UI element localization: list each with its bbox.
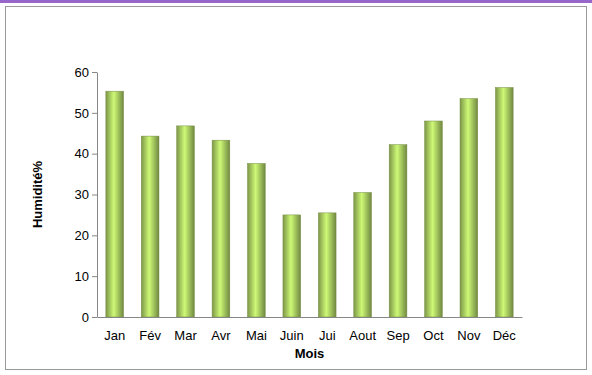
x-tick: Oct (423, 317, 444, 343)
y-tick-label: 60 (75, 65, 89, 80)
bar (425, 121, 443, 317)
bars (106, 88, 513, 317)
y-tick: 30 (75, 187, 97, 202)
x-axis: Jan Fév Mar Avr Mai Juin Jui Aout Sep Oct Nov Déc (98, 317, 523, 343)
y-tick-mark (92, 72, 97, 73)
y-tick-mark (92, 195, 97, 196)
x-tick: Mai (246, 317, 267, 343)
x-tick: Nov (457, 317, 481, 343)
y-tick: 10 (75, 269, 97, 284)
chart-frame (6, 7, 587, 370)
x-tick-label: Déc (493, 328, 517, 343)
bar (495, 88, 513, 317)
x-tick: Jui (319, 317, 336, 343)
x-tick: Avr (211, 317, 231, 343)
bar (212, 140, 230, 317)
x-tick-label: Juin (280, 328, 304, 343)
bar (106, 91, 124, 317)
x-tick: Juin (280, 317, 304, 343)
y-tick: 40 (75, 146, 97, 161)
x-tick: Déc (493, 317, 517, 343)
chart: 0 10 20 30 40 50 60 Jan Fév Mar Avr Mai Juin Jui Aout S… (0, 0, 592, 375)
y-axis-line (97, 73, 98, 318)
x-tick-label: Sep (386, 328, 409, 343)
bar (354, 192, 372, 317)
x-tick: Fév (139, 317, 161, 343)
x-tick-label: Aout (349, 328, 376, 343)
y-tick-label: 0 (82, 310, 89, 325)
y-tick-label: 40 (75, 146, 89, 161)
bar (248, 163, 266, 317)
x-tick-label: Jui (319, 328, 336, 343)
y-tick-label: 50 (75, 105, 89, 120)
y-tick-label: 30 (75, 187, 89, 202)
bar (141, 136, 159, 317)
y-tick-mark (92, 154, 97, 155)
x-tick-label: Fév (139, 328, 161, 343)
bar (460, 99, 478, 317)
x-tick-label: Nov (457, 328, 481, 343)
y-tick: 60 (75, 65, 97, 80)
y-axis-title: Humidité% (30, 160, 45, 228)
x-tick: Jan (104, 317, 125, 343)
x-tick-label: Mar (174, 328, 197, 343)
x-tick: Sep (386, 317, 409, 343)
x-tick-label: Avr (211, 328, 231, 343)
x-tick: Mar (174, 317, 197, 343)
bar (318, 213, 336, 317)
y-axis: 0 10 20 30 40 50 60 (75, 65, 98, 325)
x-tick-label: Mai (246, 328, 267, 343)
bar (389, 145, 407, 317)
y-tick-label: 10 (75, 269, 89, 284)
y-tick-mark (92, 113, 97, 114)
y-tick-mark (92, 276, 97, 277)
x-tick-label: Jan (104, 328, 125, 343)
y-tick-mark (92, 235, 97, 236)
y-tick: 20 (75, 228, 97, 243)
x-axis-title: Mois (295, 346, 325, 361)
bar (177, 126, 195, 317)
y-tick: 50 (75, 105, 97, 120)
x-axis-line (98, 317, 523, 318)
y-tick: 0 (82, 310, 97, 325)
bar (283, 215, 301, 317)
x-tick: Aout (349, 317, 376, 343)
x-tick-label: Oct (423, 328, 444, 343)
top-band (0, 0, 592, 3)
y-tick-mark (92, 317, 97, 318)
y-tick-label: 20 (75, 228, 89, 243)
